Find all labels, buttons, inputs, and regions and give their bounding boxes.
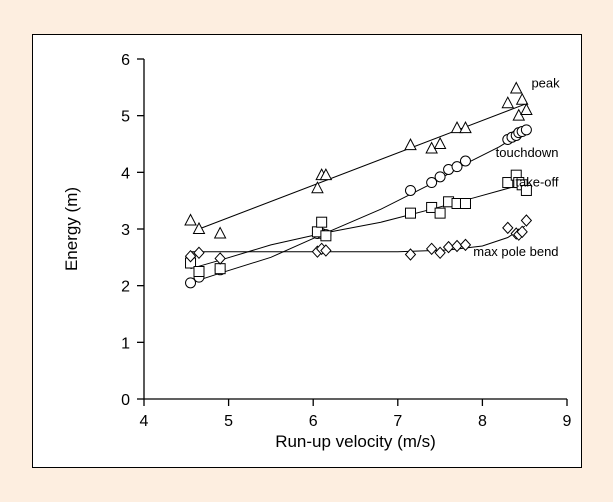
max-pole-bend-point	[193, 246, 205, 260]
peak-point	[520, 102, 533, 115]
max-pole-bend-point	[516, 225, 528, 239]
peak-trend-line	[198, 103, 525, 230]
touchdown-point	[459, 155, 471, 167]
y-axis-title: Energy (m)	[62, 187, 81, 271]
max-pole-bend-point	[404, 248, 417, 261]
y-tick-label: 5	[121, 109, 130, 126]
peak-point	[213, 226, 227, 239]
energy-velocity-chart: 4 5 6 7 8 9 0 1 2 3 4 5 6 peak touchdown take-off max p…	[62, 52, 572, 451]
peak-point	[509, 81, 523, 94]
max-pole-bend-point	[214, 252, 226, 265]
max-pole-bend-point	[442, 240, 455, 254]
peak-point	[311, 181, 324, 194]
x-axis-title: Run-up velocity (m/s)	[275, 432, 436, 451]
touchdown-point	[520, 124, 532, 136]
y-tick-label: 6	[121, 52, 130, 69]
max-pole-bend-point	[184, 249, 197, 263]
take-off-point	[520, 184, 532, 196]
data-markers	[184, 81, 533, 289]
take-off-point	[404, 207, 416, 219]
peak-point	[450, 121, 464, 134]
touchdown-point	[404, 184, 416, 196]
y-tick-label: 0	[121, 392, 130, 409]
y-tick-label: 2	[121, 279, 130, 296]
touchdown-point	[185, 277, 197, 289]
peak-point	[319, 168, 333, 181]
take-off-point	[426, 201, 438, 213]
peak-series-label: peak	[531, 75, 560, 90]
take-off-point	[502, 177, 514, 189]
take-off-series-label: take-off	[515, 175, 559, 190]
touchdown-point	[426, 177, 438, 189]
peak-point	[433, 136, 447, 149]
peak-point	[459, 121, 472, 134]
series-labels: peak touchdown take-off max pole bend	[473, 75, 560, 259]
max-pole-bend-series-label: max pole bend	[473, 244, 558, 259]
take-off-point	[214, 263, 226, 275]
take-off-point	[434, 207, 446, 219]
x-tick-label: 4	[140, 413, 149, 430]
max-pole-bend-point	[520, 214, 533, 227]
touchdown-point	[434, 171, 446, 183]
take-off-point	[316, 216, 328, 228]
touchdown-series-label: touchdown	[496, 145, 559, 160]
max-pole-bend-point	[320, 244, 332, 257]
peak-point	[192, 221, 206, 234]
x-tick-label: 5	[224, 413, 233, 430]
peak-point	[404, 138, 417, 151]
peak-point	[184, 213, 197, 226]
y-tick-label: 3	[121, 222, 130, 239]
touchdown-trend-line	[190, 130, 525, 284]
y-tick-label: 1	[121, 335, 130, 352]
max-pole-bend-point	[434, 246, 446, 260]
max-pole-bend-point	[459, 238, 472, 252]
x-tick-label: 7	[393, 413, 402, 430]
max-pole-bend-point	[502, 221, 514, 235]
peak-point	[501, 96, 515, 109]
x-tick-label: 6	[309, 413, 318, 430]
y-tick-label: 4	[121, 165, 130, 182]
take-off-point	[459, 198, 471, 209]
max-pole-bend-point	[451, 239, 463, 253]
take-off-point	[193, 266, 205, 277]
figure-panel: 4 5 6 7 8 9 0 1 2 3 4 5 6 peak touchdown take-off max p…	[32, 34, 582, 468]
take-off-point	[320, 230, 332, 242]
peak-point	[515, 92, 529, 105]
touchdown-point	[451, 161, 463, 173]
max-pole-bend-point	[425, 242, 438, 256]
x-tick-label: 9	[563, 413, 572, 430]
x-tick-label: 8	[478, 413, 487, 430]
ticks: 4 5 6 7 8 9 0 1 2 3 4 5 6	[121, 52, 571, 430]
peak-point	[425, 141, 438, 154]
